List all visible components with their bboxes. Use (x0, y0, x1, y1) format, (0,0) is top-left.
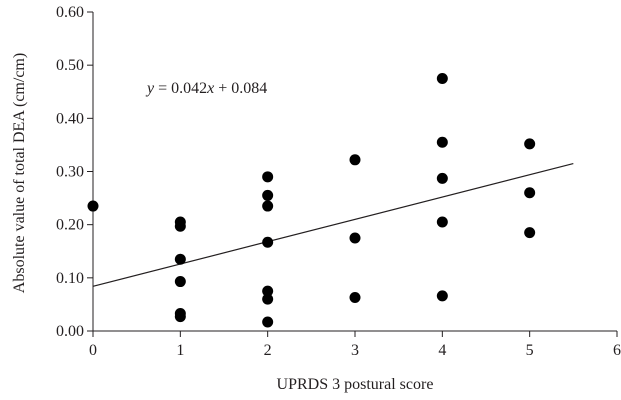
x-tick-label: 3 (351, 342, 359, 359)
x-tick-label: 1 (176, 342, 184, 359)
data-point (174, 276, 186, 288)
y-tick-label: 0.60 (56, 4, 84, 21)
data-point (349, 292, 361, 304)
data-point (436, 136, 448, 148)
x-tick-label: 5 (526, 342, 534, 359)
y-tick-label: 0.50 (56, 57, 84, 74)
data-point (262, 236, 274, 248)
data-point (524, 227, 536, 239)
data-points (87, 72, 536, 328)
y-axis-title: Absolute value of total DEA (cm/cm) (11, 53, 28, 293)
y-tick-label: 0.20 (56, 217, 84, 234)
tick-marks (87, 11, 618, 337)
equation-slope: = 0.042 (154, 80, 207, 97)
y-tick-label: 0.40 (56, 110, 84, 127)
data-point (524, 138, 536, 150)
y-tick-label: 0.10 (56, 270, 84, 287)
data-point (262, 293, 274, 305)
data-point (262, 171, 274, 183)
data-point (436, 290, 448, 302)
x-tick-label: 6 (613, 342, 621, 359)
data-point (436, 172, 448, 184)
x-axis-title: UPRDS 3 postural score (277, 376, 434, 393)
data-point (174, 253, 186, 265)
data-point (262, 189, 274, 201)
data-point (349, 232, 361, 244)
equation-x-var: x (206, 80, 214, 97)
data-point (87, 200, 99, 212)
x-tick-label: 0 (89, 342, 97, 359)
data-point (524, 187, 536, 199)
data-point (349, 154, 361, 166)
data-point (262, 316, 274, 328)
data-point (436, 216, 448, 228)
x-tick-label: 2 (264, 342, 272, 359)
trend-line (92, 162, 574, 287)
data-point (262, 285, 274, 297)
y-tick-labels: 0.00 0.10 0.20 0.30 0.40 0.50 0.60 (56, 4, 84, 340)
data-point (174, 220, 186, 232)
equation-y-var: y (145, 80, 155, 97)
y-tick-label: 0.30 (56, 164, 84, 181)
equation-intercept: + 0.084 (214, 80, 267, 97)
x-tick-label: 4 (438, 342, 446, 359)
y-tick-label: 0.00 (56, 323, 84, 340)
x-tick-labels: 0 1 2 3 4 5 6 (89, 342, 621, 359)
data-point (174, 311, 186, 323)
data-point (436, 72, 448, 84)
regression-equation: y = 0.042x + 0.084 (145, 80, 267, 97)
data-point (262, 200, 274, 212)
